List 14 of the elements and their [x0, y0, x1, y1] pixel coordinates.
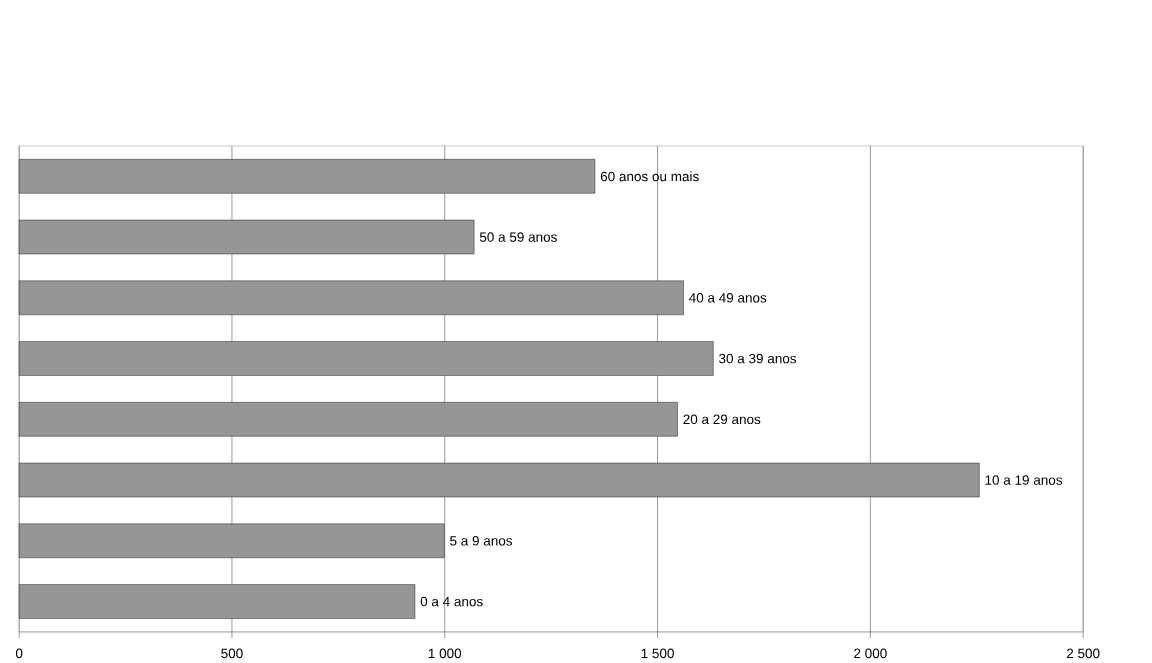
x-tick-label: 0	[15, 648, 23, 659]
y-tick-label: 10 a 19 anos	[985, 475, 1063, 485]
y-tick-label: 50 a 59 anos	[479, 232, 557, 242]
y-tick-label: 30 a 39 anos	[719, 353, 797, 364]
x-tick-label: 2 000	[854, 648, 887, 659]
x-tick-label: 1 000	[428, 648, 462, 659]
y-tick-label: 0 a 4 anos	[420, 596, 483, 607]
x-tick-label: 1 500	[641, 648, 674, 659]
y-tick-label: 60 anos ou mais	[600, 171, 699, 182]
y-tick-label: 5 a 9 anos	[450, 536, 513, 546]
y-tick-label: 20 a 29 anos	[683, 414, 761, 425]
x-tick-label: 2 500	[1066, 648, 1100, 659]
x-tick-label: 500	[221, 648, 243, 659]
y-tick-label: 40 a 49 anos	[689, 293, 767, 303]
